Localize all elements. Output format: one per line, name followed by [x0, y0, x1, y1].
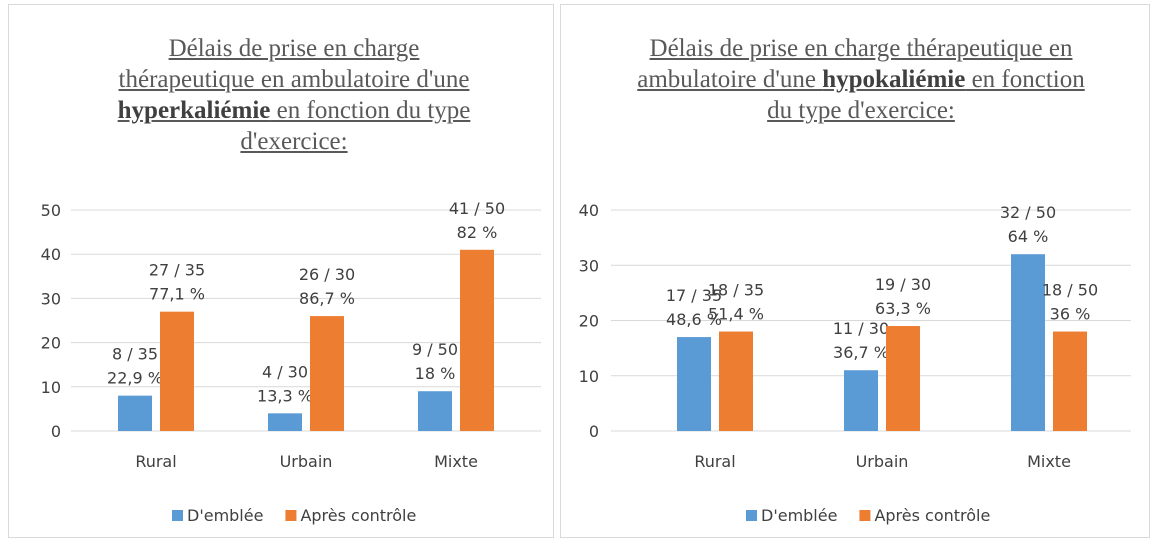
x-tick-label: Urbain	[280, 452, 333, 471]
data-label-line: 63,3 %	[875, 299, 931, 318]
data-label-line: 26 / 30	[299, 265, 355, 284]
y-tick-label: 30	[579, 256, 599, 275]
title-part: en fonction du type d'exercice:	[240, 97, 471, 155]
bar	[118, 395, 152, 431]
x-tick-label: Rural	[135, 452, 176, 471]
data-label-line: 22,9 %	[107, 369, 163, 388]
data-label-line: 86,7 %	[299, 289, 355, 308]
y-tick-label: 40	[579, 201, 599, 220]
data-label: 17 / 35 48,6 %	[666, 286, 722, 329]
title-part: hyperkaliémie	[117, 97, 271, 124]
data-label-line: 8 / 35	[112, 345, 158, 364]
data-label-line: 17 / 35	[666, 286, 722, 305]
y-tick-label: 30	[41, 289, 61, 308]
legend-label: D'emblée	[187, 506, 263, 525]
title-part: Délais de prise en charge thérapeutique …	[118, 35, 470, 93]
data-label-line: 51,4 %	[708, 305, 764, 324]
bar	[460, 249, 494, 431]
legend-swatch	[285, 510, 297, 521]
data-label-line: 18 / 50	[1042, 281, 1098, 300]
data-label: 32 / 50 64 %	[1000, 203, 1056, 246]
title-part: Délais de prise en charge thérapeutique …	[637, 35, 1073, 93]
legend-swatch	[746, 510, 757, 521]
data-label-line: 27 / 35	[149, 261, 205, 280]
data-label-line: 4 / 30	[262, 362, 308, 381]
bar	[268, 413, 302, 431]
data-label-line: 48,6 %	[666, 310, 722, 329]
data-label-line: 11 / 30	[833, 319, 889, 338]
chart-title: Délais de prise en charge thérapeutique …	[626, 33, 1096, 126]
data-label-line: 18 / 35	[708, 281, 764, 300]
bar	[310, 316, 344, 431]
data-label: 4 / 30 13,3 %	[257, 362, 313, 405]
data-label: 9 / 50 18 %	[412, 340, 458, 383]
chart: 0 10 20 30 40 50 Rural Urbain Mixte 8 / 35 22,9 % 4…	[41, 199, 541, 525]
x-tick-label: Mixte	[1027, 452, 1071, 471]
data-label-line: 64 %	[1008, 227, 1049, 246]
bar	[418, 391, 452, 431]
data-label: 19 / 30 63,3 %	[875, 275, 931, 318]
data-label-line: 13,3 %	[257, 386, 313, 405]
bar	[1011, 254, 1045, 431]
data-label-line: 36 %	[1050, 305, 1091, 324]
y-tick-label: 0	[589, 422, 599, 441]
x-tick-label: Rural	[694, 452, 735, 471]
title-part: hypokaliémie	[822, 66, 966, 93]
chart-panel: 0 10 20 30 40 Rural Urbain Mixte 17 / 35 48,6 % 11…	[560, 4, 1150, 538]
data-label-line: 9 / 50	[412, 340, 458, 359]
title-part: en fonction du type d'exercice:	[767, 66, 1085, 124]
bar	[677, 337, 711, 431]
data-label: 41 / 50 82 %	[449, 199, 505, 242]
bar	[1053, 331, 1087, 431]
data-label: 26 / 30 86,7 %	[299, 265, 355, 308]
bar	[160, 311, 194, 431]
y-tick-label: 40	[41, 245, 61, 264]
data-label: 27 / 35 77,1 %	[149, 261, 205, 304]
y-tick-label: 20	[41, 334, 61, 353]
legend-label: D'emblée	[761, 506, 837, 525]
data-label-line: 41 / 50	[449, 199, 505, 218]
data-label: 18 / 50 36 %	[1042, 281, 1098, 324]
chart-title: Délais de prise en charge thérapeutique …	[109, 33, 479, 157]
data-label: 8 / 35 22,9 %	[107, 345, 163, 388]
legend-label: Après contrôle	[874, 506, 990, 525]
data-label-line: 19 / 30	[875, 275, 931, 294]
legend-swatch	[172, 510, 183, 521]
data-label-line: 32 / 50	[1000, 203, 1056, 222]
y-tick-label: 10	[41, 378, 61, 397]
data-label-line: 77,1 %	[149, 285, 205, 304]
bar	[844, 370, 878, 431]
data-label: 11 / 30 36,7 %	[833, 319, 889, 362]
chart-panel: 0 10 20 30 40 50 Rural Urbain Mixte 8 / 35 22,9 % 4…	[8, 4, 554, 538]
chart: 0 10 20 30 40 Rural Urbain Mixte 17 / 35 48,6 % 11…	[579, 201, 1131, 525]
x-tick-label: Mixte	[434, 452, 478, 471]
bar	[886, 326, 920, 431]
data-label-line: 82 %	[457, 223, 498, 242]
data-label-line: 18 %	[415, 364, 456, 383]
legend-label: Après contrôle	[300, 506, 416, 525]
y-tick-label: 0	[51, 422, 61, 441]
bar	[719, 331, 753, 431]
y-tick-label: 50	[41, 201, 61, 220]
data-label: 18 / 35 51,4 %	[708, 281, 764, 324]
y-tick-label: 20	[579, 312, 599, 331]
data-label-line: 36,7 %	[833, 343, 889, 362]
x-tick-label: Urbain	[856, 452, 909, 471]
legend-swatch	[859, 510, 871, 521]
y-tick-label: 10	[579, 367, 599, 386]
